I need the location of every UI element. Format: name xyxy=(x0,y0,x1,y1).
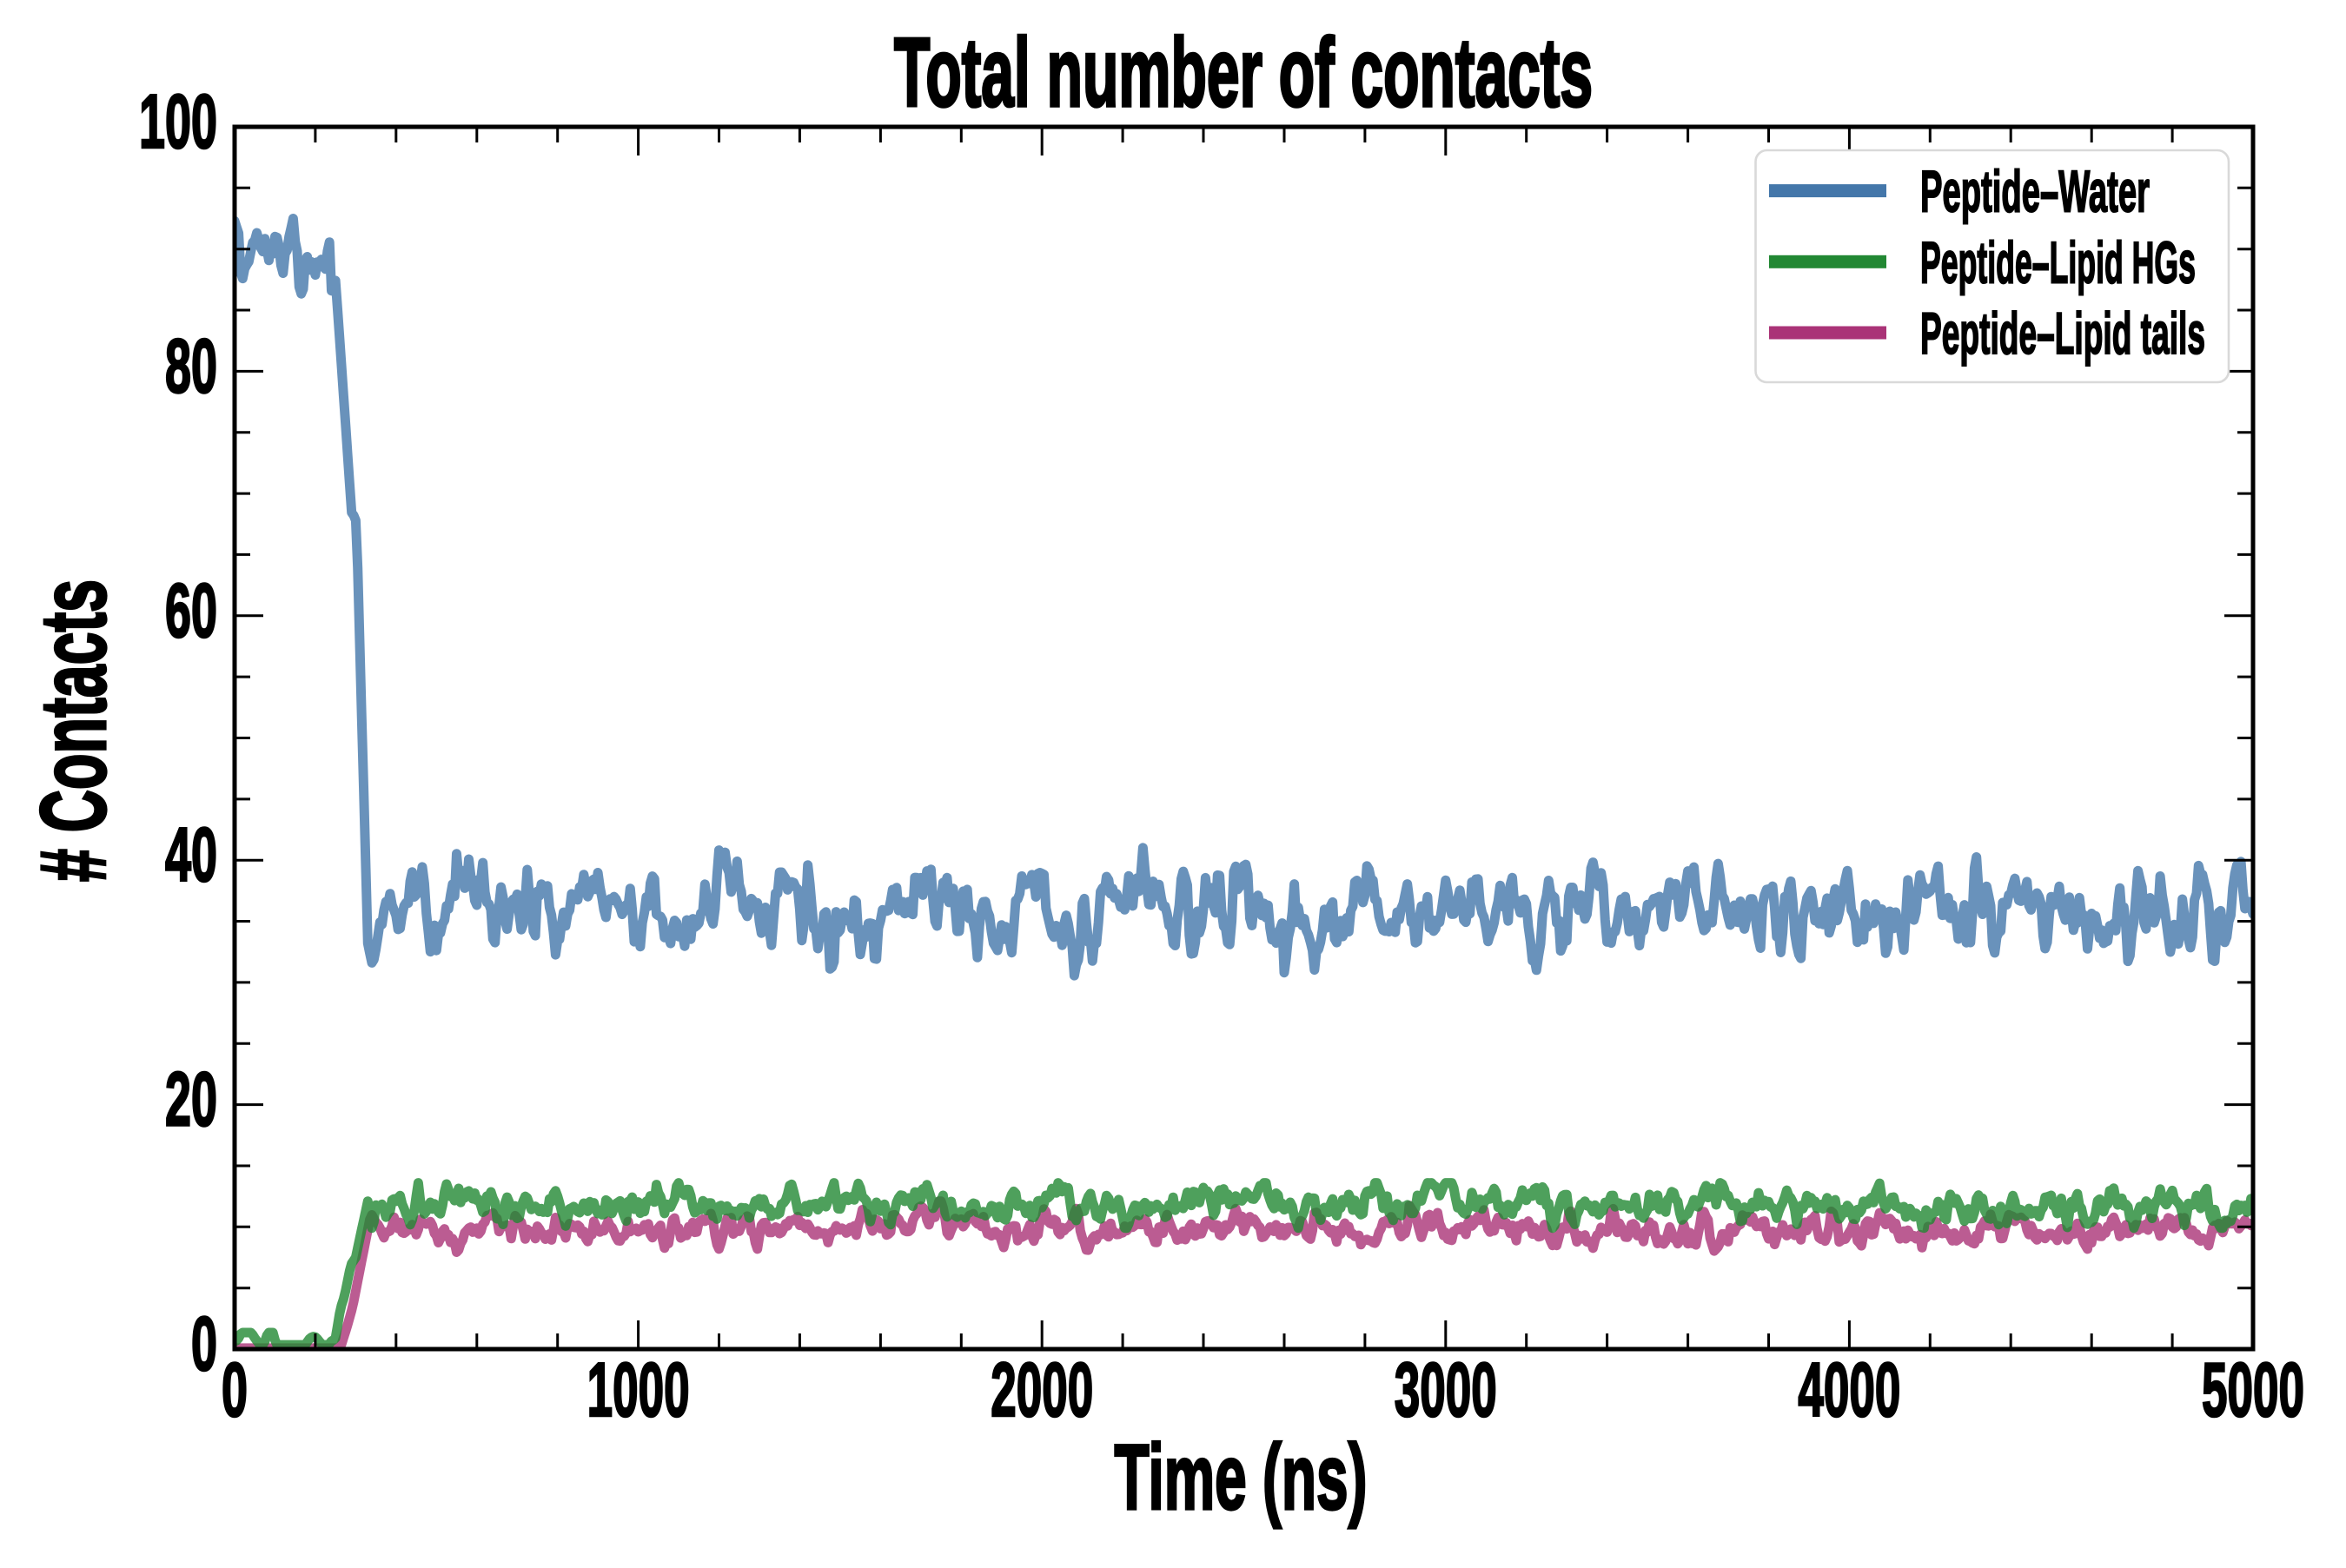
svg-text:0: 0 xyxy=(222,1346,248,1432)
svg-text:Peptide–Lipid tails: Peptide–Lipid tails xyxy=(1920,301,2205,367)
svg-text:Peptide–Lipid HGs: Peptide–Lipid HGs xyxy=(1920,229,2196,295)
svg-text:0: 0 xyxy=(191,1300,217,1386)
svg-text:20: 20 xyxy=(165,1056,217,1142)
svg-text:Total number of contacts: Total number of contacts xyxy=(894,18,1593,127)
svg-text:5000: 5000 xyxy=(2202,1346,2304,1432)
svg-text:80: 80 xyxy=(165,322,217,408)
svg-text:1000: 1000 xyxy=(587,1346,690,1432)
svg-text:# Contacts: # Contacts xyxy=(21,579,125,882)
svg-text:40: 40 xyxy=(165,811,217,897)
svg-text:Peptide–Water: Peptide–Water xyxy=(1920,159,2150,225)
svg-text:2000: 2000 xyxy=(991,1346,1093,1432)
svg-text:4000: 4000 xyxy=(1798,1346,1900,1432)
svg-text:Time (ns): Time (ns) xyxy=(1115,1425,1368,1529)
svg-text:3000: 3000 xyxy=(1395,1346,1497,1432)
svg-text:60: 60 xyxy=(165,567,217,653)
svg-text:100: 100 xyxy=(139,78,217,164)
